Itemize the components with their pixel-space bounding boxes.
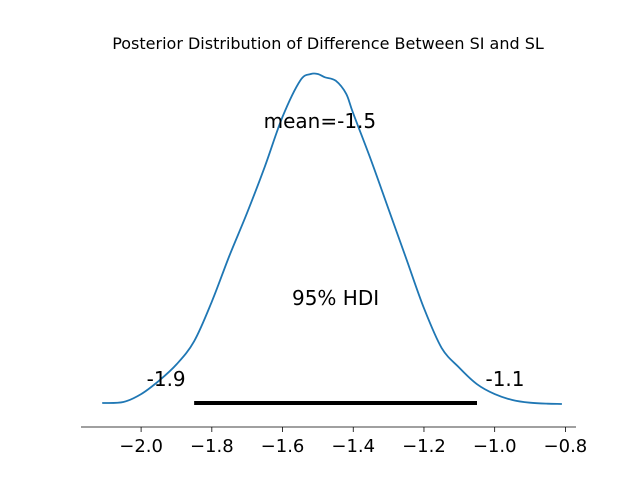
x-tick-label: −0.8: [544, 436, 588, 457]
density-curve: [102, 72, 562, 405]
hdi-high-label: -1.1: [485, 367, 524, 391]
x-tick-label: −2.0: [119, 436, 163, 457]
x-tick-label: −1.2: [402, 436, 446, 457]
x-tick-label: −1.6: [261, 436, 305, 457]
x-tick-label: −1.4: [331, 436, 375, 457]
x-tick-label: −1.8: [190, 436, 234, 457]
mean-label: mean=-1.5: [264, 109, 377, 133]
hdi-low-label: -1.9: [147, 367, 186, 391]
x-tick-label: −1.0: [473, 436, 517, 457]
x-axis-ticks: −2.0 −1.8 −1.6 −1.4 −1.2 −1.0 −0.8: [119, 427, 587, 457]
chart-title: Posterior Distribution of Difference Bet…: [112, 34, 544, 53]
hdi-label: 95% HDI: [292, 286, 379, 310]
